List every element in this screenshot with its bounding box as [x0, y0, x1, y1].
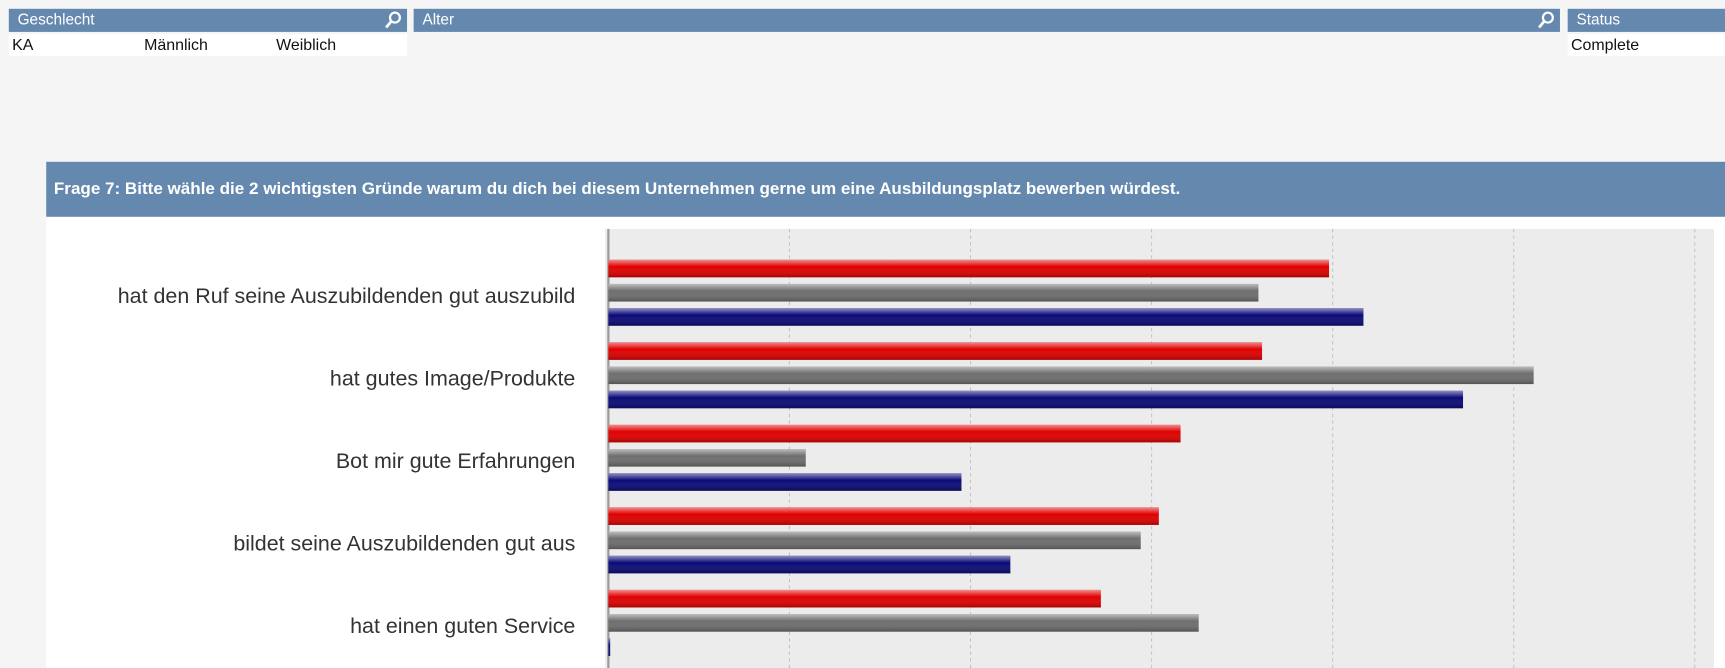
filter-option[interactable]: Männlich: [144, 37, 208, 54]
search-icon[interactable]: [1538, 11, 1554, 29]
category-label: hat einen guten Service: [350, 614, 575, 638]
filter-header: [413, 8, 1560, 32]
filter-title: Status: [1576, 11, 1620, 28]
chart-header: [46, 161, 1725, 217]
filter-header: [8, 8, 408, 32]
filter-title: Geschlecht: [18, 11, 96, 28]
filter-options: [1567, 34, 1725, 57]
category-label: hat den Ruf seine Auszubildenden gut aus…: [118, 284, 576, 308]
plot: hat den Ruf seine Auszubildenden gut aus…: [118, 228, 1696, 668]
filter-option[interactable]: Complete: [1571, 37, 1639, 54]
filter-options: [8, 34, 408, 57]
category-label: Bot mir gute Erfahrungen: [336, 449, 575, 473]
filter-option[interactable]: KA: [12, 37, 34, 54]
filter-bar: Geschlecht KA Männlich Weiblich Alter Status C…: [8, 8, 1725, 57]
category-label: bildet seine Auszubildenden gut aus: [233, 531, 575, 555]
chart-title: Frage 7: Bitte wähle die 2 wichtigsten G…: [54, 179, 1180, 198]
filter-header: [1567, 8, 1725, 32]
filter-title: Alter: [422, 11, 454, 28]
category-label: hat gutes Image/Produkte: [330, 366, 575, 390]
search-icon[interactable]: [385, 11, 401, 29]
filter-option[interactable]: Weiblich: [276, 37, 336, 54]
